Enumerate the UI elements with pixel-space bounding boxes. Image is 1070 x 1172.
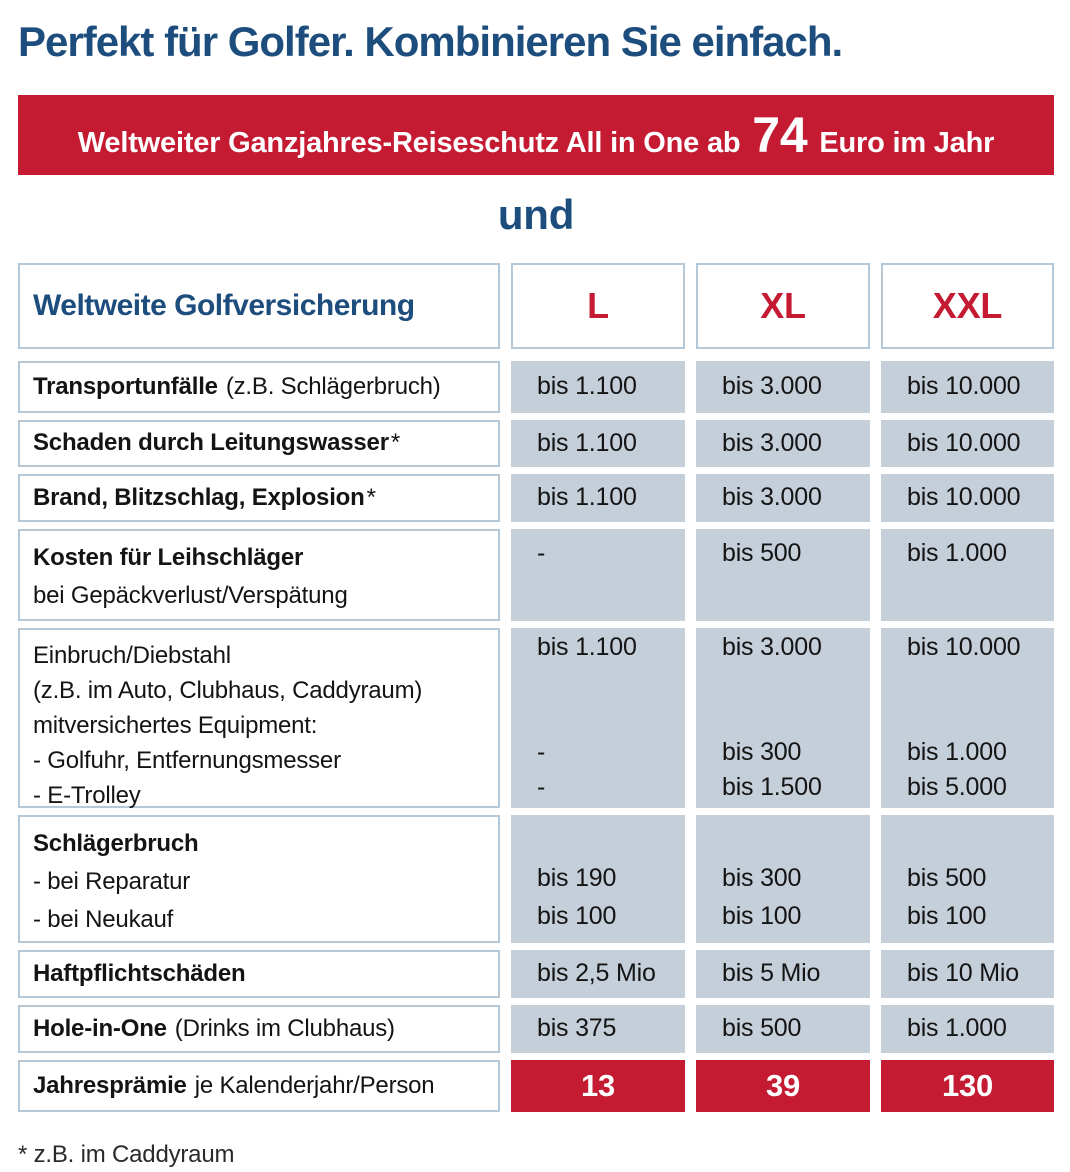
premium-value-xxl: 130 [881,1059,1054,1112]
banner-text: Weltweiter Ganzjahres-Reiseschutz All in… [77,106,995,164]
value-cell: bis 10.000 [881,419,1054,467]
table-title-cell: Weltweite Golfversicherung [18,262,500,349]
value-cell: bis 3.000 [696,473,870,522]
value-cell: bis 1.000 [881,528,1054,621]
value-cell: bis 1.100 [511,360,685,413]
value-cell: bis 5 Mio [696,949,870,998]
value-cell: bis 3.000 bis 300 bis 1.500 [696,627,870,808]
value-cell: bis 1.100 [511,473,685,522]
table-header: Weltweite Golfversicherung L XL XXL [18,262,1054,349]
value-cell: bis 375 [511,1004,685,1053]
value-cell: bis 500 [696,1004,870,1053]
row-label-schlaegerbruch: Schlägerbruch - bei Reparatur - bei Neuk… [18,814,500,943]
value-cell: bis 190 bis 100 [511,814,685,943]
banner-prefix: Weltweiter Ganzjahres-Reiseschutz All in… [77,126,741,159]
value-cell: bis 1.000 [881,1004,1054,1053]
banner-suffix: Euro im Jahr [819,126,995,159]
value-cell: bis 500 [696,528,870,621]
connector-word: und [497,190,575,238]
column-header-xl: XL [696,262,870,349]
value-cell: bis 500 bis 100 [881,814,1054,943]
value-cell: bis 10 Mio [881,949,1054,998]
row-label-hole-in-one: Hole-in-One (Drinks im Clubhaus) [18,1004,500,1053]
row-label-brand-blitzschlag: Brand, Blitzschlag, Explosion * [18,473,500,522]
row-label-leihschlaeger: Kosten für Leihschläger bei Gepäckverlus… [18,528,500,621]
footnote-asterisk: * [366,483,376,511]
value-cell: bis 10.000 bis 1.000 bis 5.000 [881,627,1054,808]
row-label-transportunfaelle: Transportunfälle (z.B. Schlägerbruch) [18,360,500,413]
value-cell: bis 3.000 [696,360,870,413]
value-cell: bis 10.000 [881,473,1054,522]
value-cell: bis 300 bis 100 [696,814,870,943]
page-title: Perfekt für Golfer. Kombinieren Sie einf… [18,18,843,65]
column-header-xxl: XXL [881,262,1054,349]
value-cell: - [511,528,685,621]
value-cell: bis 2,5 Mio [511,949,685,998]
value-cell: bis 1.100 [511,419,685,467]
row-label-einbruch-diebstahl: Einbruch/Diebstahl (z.B. im Auto, Clubha… [18,627,500,809]
table-title-label: Weltweite Golfversicherung [33,288,415,322]
row-label-haftpflichtschaeden: Haftpflichtschäden [18,949,500,998]
footnote-asterisk: * [390,429,400,456]
footnote: * z.B. im Caddyraum [18,1140,235,1168]
row-label-leitungswasser: Schaden durch Leitungswasser * [18,419,500,467]
column-header-l: L [511,262,685,349]
premium-value-l: 13 [511,1059,685,1112]
banner-price: 74 [752,106,808,163]
table-body: Transportunfälle (z.B. Schlägerbruch) bi… [18,360,1054,1112]
row-label-jahrespraemie: Jahresprämie je Kalenderjahr/Person [18,1059,500,1112]
value-cell: bis 1.100 - - [511,627,685,808]
travel-protection-banner: Weltweiter Ganzjahres-Reiseschutz All in… [18,94,1054,175]
premium-value-xl: 39 [696,1059,870,1112]
value-cell: bis 3.000 [696,419,870,467]
value-cell: bis 10.000 [881,360,1054,413]
